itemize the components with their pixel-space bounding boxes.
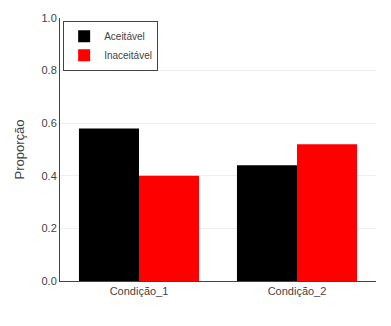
svg-text:0.0: 0.0 [42,275,57,287]
svg-text:1.0: 1.0 [42,12,57,24]
svg-text:0.8: 0.8 [42,64,57,76]
svg-text:Condição_2: Condição_2 [268,285,327,297]
svg-text:Condição_1: Condição_1 [110,285,169,297]
svg-text:Inaceitável: Inaceitável [104,50,152,61]
svg-text:Proporção: Proporção [12,120,27,180]
svg-text:Aceitável: Aceitável [104,31,145,42]
svg-text:0.6: 0.6 [42,117,57,129]
svg-text:0.4: 0.4 [42,170,57,182]
svg-text:0.2: 0.2 [42,222,57,234]
